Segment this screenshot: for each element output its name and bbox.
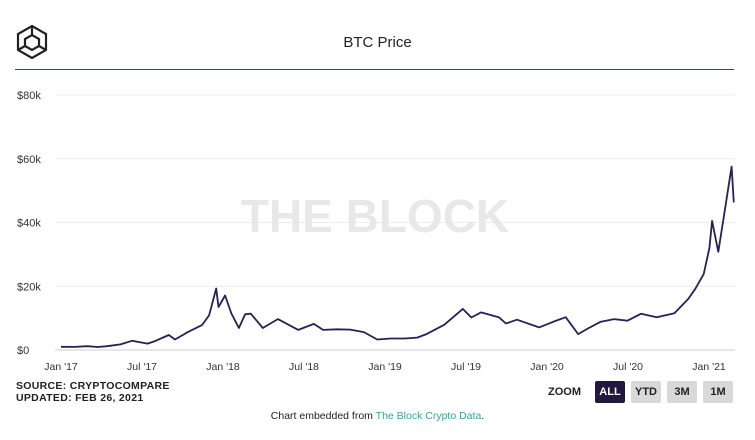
the-block-cube-icon [16, 24, 48, 60]
y-tick-label: $20k [17, 281, 41, 293]
chart-title: BTC Price [343, 34, 412, 51]
zoom-1m-button[interactable]: 1M [703, 381, 733, 403]
credit-prefix: Chart embedded from [270, 410, 376, 422]
zoom-ytd-button[interactable]: YTD [631, 381, 661, 403]
y-tick-label: $0 [17, 345, 29, 357]
zoom-label: ZOOM [548, 386, 581, 398]
series-group [60, 165, 735, 348]
header-divider [15, 69, 734, 70]
y-axis-ticks: $0 $20k $40k $60k $80k [17, 90, 41, 357]
btc-price-chart: THE BLOCK $0 $20k $40k $60k $80k Jan '17 Jul … [17, 90, 735, 373]
source-label: SOURCE: CRYPTOCOMPARE [16, 380, 170, 392]
x-tick-label: Jan '19 [368, 361, 402, 373]
x-tick-label: Jul '18 [289, 361, 319, 373]
x-tick-label: Jul '17 [127, 361, 157, 373]
x-axis-ticks: Jan '17 Jul '17 Jan '18 Jul '18 Jan '19 Jul '… [44, 361, 726, 373]
zoom-all-button[interactable]: ALL [595, 381, 625, 403]
zoom-3m-button[interactable]: 3M [667, 381, 697, 403]
y-tick-label: $80k [17, 90, 41, 102]
x-tick-label: Jul '19 [451, 361, 481, 373]
x-tick-label: Jan '21 [692, 361, 726, 373]
x-tick-label: Jan '20 [530, 361, 564, 373]
updated-label: UPDATED: FEB 26, 2021 [16, 392, 144, 404]
y-tick-label: $60k [17, 154, 41, 166]
credit-suffix: . [481, 410, 485, 422]
y-tick-label: $40k [17, 218, 41, 230]
the-block-data-link[interactable]: The Block Crypto Data [375, 410, 482, 422]
watermark-text: THE BLOCK [241, 190, 509, 242]
x-tick-label: Jan '18 [206, 361, 240, 373]
source-note: SOURCE: CRYPTOCOMPARE UPDATED: FEB 26, 2… [16, 380, 170, 404]
btc-price-line [60, 165, 735, 348]
embed-credit: Chart embedded from The Block Crypto Dat… [0, 410, 755, 422]
x-tick-label: Jul '20 [613, 361, 643, 373]
grid-lines [55, 94, 735, 351]
x-tick-label: Jan '17 [44, 361, 78, 373]
zoom-controls: ZOOM ALL YTD 3M 1M [548, 381, 733, 403]
